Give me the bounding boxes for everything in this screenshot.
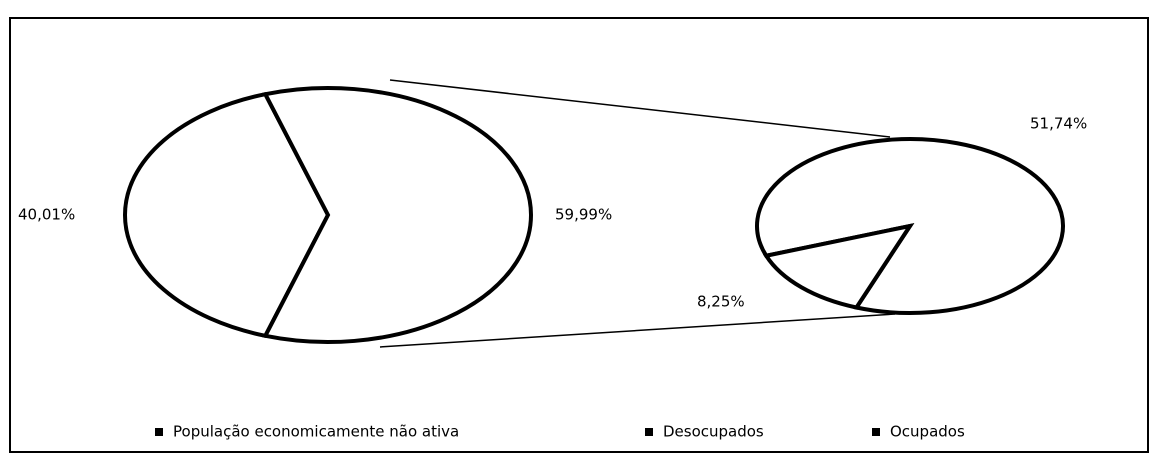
legend-label: População economicamente não ativa (173, 423, 459, 441)
legend-label: Desocupados (663, 423, 764, 441)
connector-line (389, 79, 891, 138)
data-label: 51,74% (1030, 115, 1087, 133)
legend-marker (155, 428, 163, 436)
pie-slice (262, 86, 533, 344)
connector-line (379, 313, 896, 348)
pie-slice (123, 91, 331, 339)
legend-label: Ocupados (890, 423, 965, 441)
legend-marker (872, 428, 880, 436)
pie-slice (762, 223, 915, 310)
data-label: 59,99% (555, 206, 612, 224)
data-label: 40,01% (18, 206, 75, 224)
data-label: 8,25% (697, 293, 745, 311)
legend-marker (645, 428, 653, 436)
